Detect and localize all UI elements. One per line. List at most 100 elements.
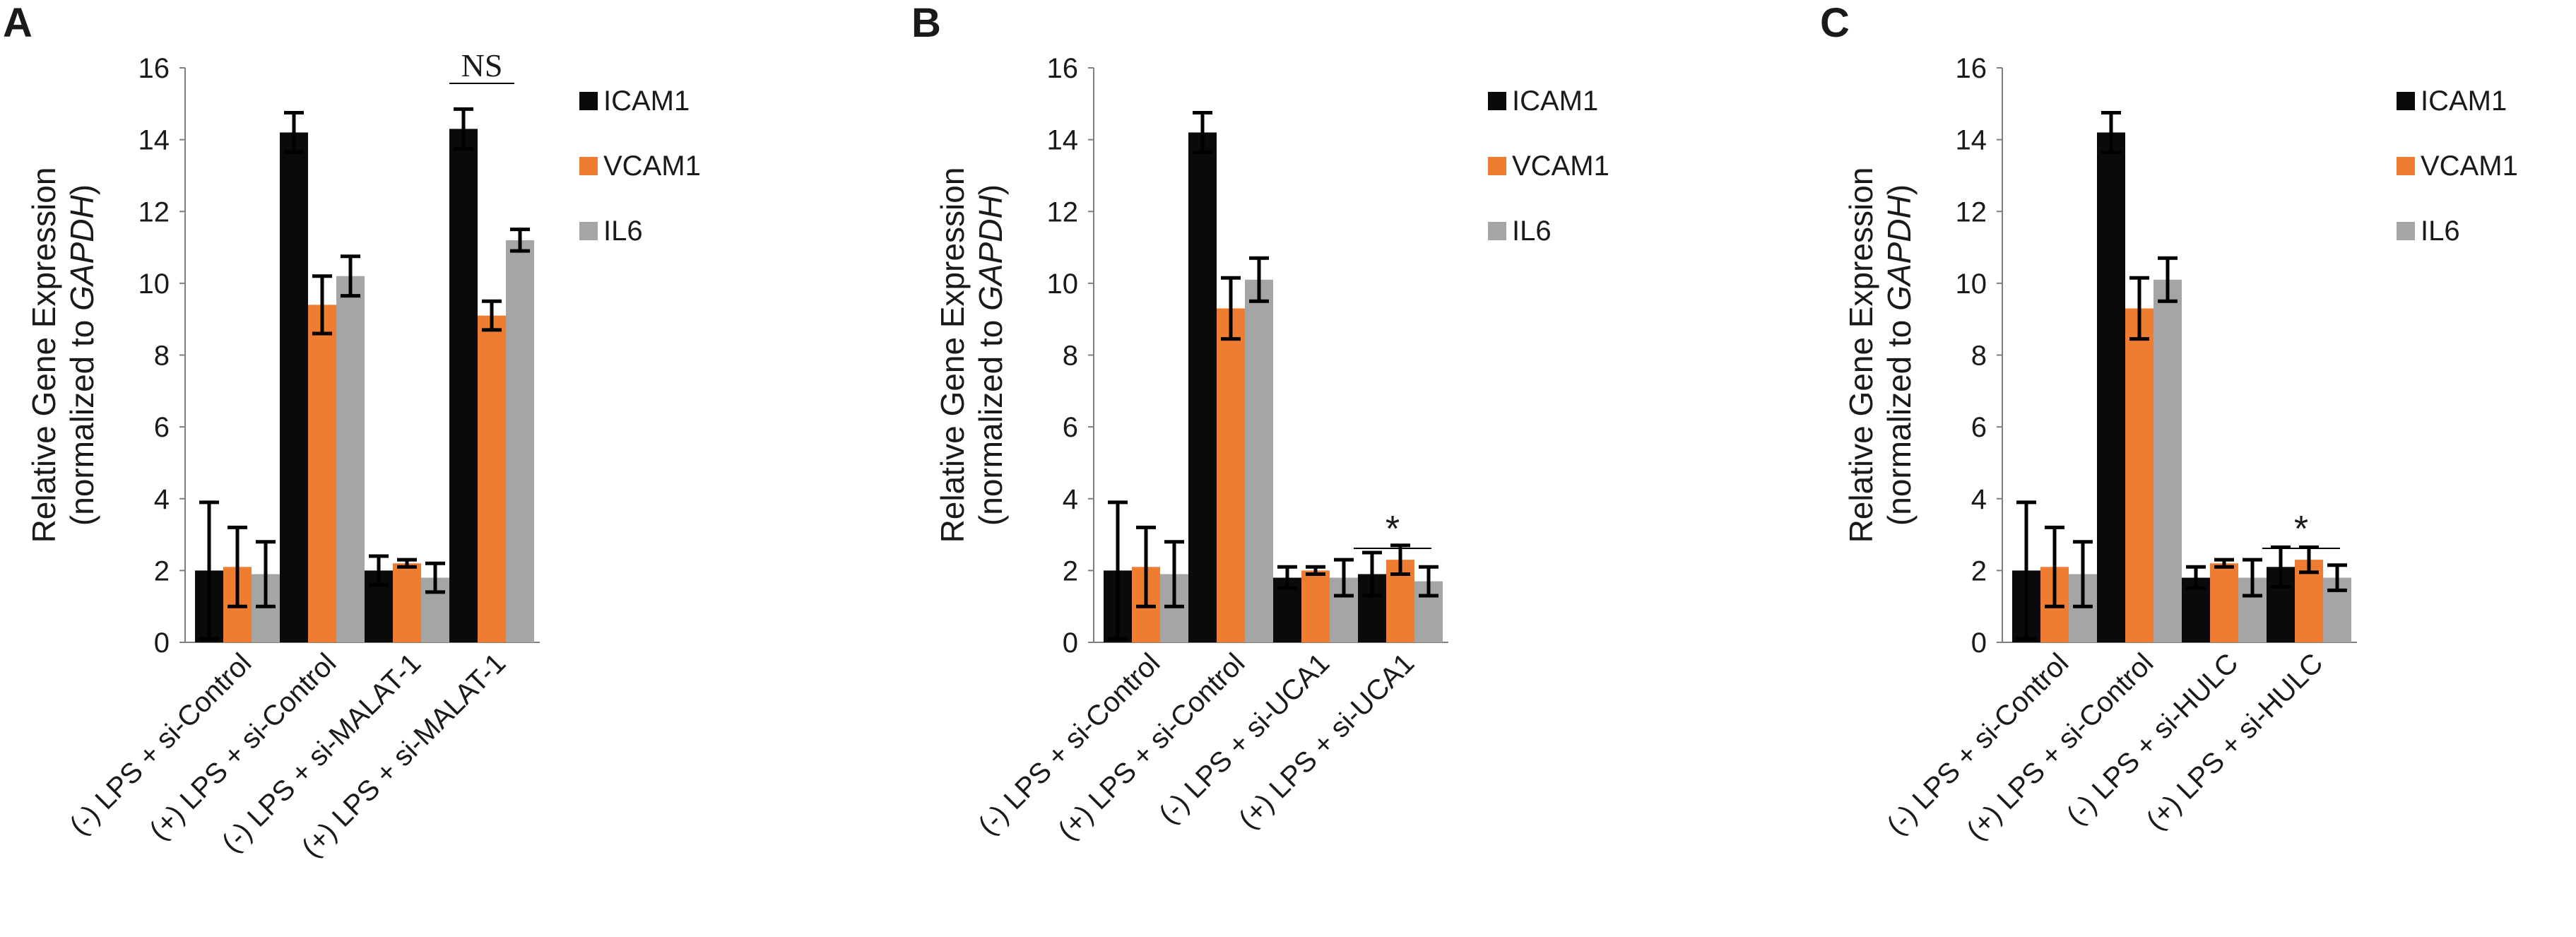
y-tick-label: 6 bbox=[154, 412, 170, 443]
y-axis-label-suffix: ) bbox=[1881, 184, 1918, 195]
y-tick-label: 0 bbox=[1063, 627, 1078, 659]
y-tick-label: 12 bbox=[138, 196, 170, 228]
y-tick-label: 0 bbox=[1971, 627, 1987, 659]
error-bar bbox=[1164, 540, 1184, 608]
chart-panel-a: A Relative Gene Expression(normalized to … bbox=[3, 0, 701, 864]
y-tick-label: 0 bbox=[154, 627, 170, 659]
y-tick-label: 2 bbox=[1971, 555, 1987, 587]
error-bar bbox=[482, 299, 502, 332]
error-bar bbox=[341, 254, 360, 298]
error-bar bbox=[2299, 545, 2319, 574]
bar-il6 bbox=[1245, 279, 1273, 642]
error-bar bbox=[2327, 563, 2347, 592]
y-axis-label-gene: GAPDH bbox=[1881, 194, 1918, 310]
error-bar bbox=[2158, 256, 2178, 303]
bar-vcam1 bbox=[478, 315, 506, 642]
bar-vcam1 bbox=[1301, 570, 1330, 642]
legend-swatch-il6 bbox=[2397, 222, 2415, 240]
bar-vcam1 bbox=[1217, 308, 1245, 642]
error-bar bbox=[2101, 111, 2121, 154]
chart-panel-b: B Relative Gene Expression(normalized to … bbox=[911, 0, 1609, 846]
error-bar bbox=[228, 525, 247, 608]
panel-letter: B bbox=[911, 0, 941, 46]
y-tick-label: 10 bbox=[1047, 269, 1079, 300]
bar-il6 bbox=[2153, 279, 2182, 642]
y-tick-label: 4 bbox=[1971, 484, 1987, 515]
legend-label: ICAM1 bbox=[2421, 86, 2507, 117]
y-tick-label: 8 bbox=[1063, 341, 1078, 372]
error-bar bbox=[510, 228, 530, 253]
error-bar bbox=[1334, 558, 1354, 598]
error-bar bbox=[199, 500, 219, 641]
y-axis-label-suffix: ) bbox=[972, 184, 1009, 195]
error-bar bbox=[1193, 111, 1212, 154]
bar-vcam1 bbox=[393, 563, 421, 642]
legend-swatch-vcam1 bbox=[2397, 157, 2415, 175]
error-bar bbox=[397, 558, 417, 569]
error-bar bbox=[2073, 540, 2093, 608]
y-axis-label-suffix: ) bbox=[64, 184, 100, 195]
error-bar bbox=[1221, 276, 1241, 341]
legend-label: IL6 bbox=[1512, 216, 1552, 247]
y-tick-label: 4 bbox=[1063, 484, 1078, 515]
y-axis-label-line2: (normalized to GAPDH) bbox=[64, 184, 100, 526]
error-bar bbox=[1108, 500, 1128, 641]
legend-label: IL6 bbox=[2421, 216, 2460, 247]
error-bar bbox=[369, 554, 389, 587]
y-tick-label: 4 bbox=[154, 484, 170, 515]
y-axis-label-gene: GAPDH bbox=[64, 194, 100, 310]
bar-icam1 bbox=[449, 129, 478, 643]
bar-vcam1 bbox=[2125, 308, 2153, 642]
y-tick-label: 10 bbox=[1956, 269, 1987, 300]
y-tick-label: 2 bbox=[154, 555, 170, 587]
bar-vcam1 bbox=[2210, 563, 2238, 642]
panel-letter: C bbox=[1820, 0, 1850, 46]
legend-label: ICAM1 bbox=[1512, 86, 1598, 117]
error-bar bbox=[312, 274, 332, 336]
y-axis-label-line1: Relative Gene Expression bbox=[1843, 167, 1879, 543]
y-tick-label: 16 bbox=[1956, 53, 1987, 84]
error-bar bbox=[1390, 543, 1410, 576]
error-bar bbox=[256, 540, 276, 608]
legend-swatch-vcam1 bbox=[1488, 157, 1506, 175]
y-axis-label-prefix: (normalized to bbox=[64, 311, 100, 526]
bar-icam1 bbox=[280, 132, 308, 642]
y-tick-label: 6 bbox=[1971, 412, 1987, 443]
y-axis-label: Relative Gene Expression(normalized to G… bbox=[25, 167, 100, 543]
error-bar bbox=[1136, 525, 1156, 608]
y-tick-label: 6 bbox=[1063, 412, 1078, 443]
error-bar bbox=[2016, 500, 2036, 641]
y-axis-label-gene: GAPDH bbox=[972, 194, 1009, 310]
error-bar bbox=[2271, 545, 2291, 589]
y-axis-label: Relative Gene Expression(normalized to G… bbox=[1843, 167, 1918, 543]
error-bar bbox=[454, 107, 473, 151]
error-bar bbox=[1362, 550, 1382, 598]
y-tick-label: 14 bbox=[1956, 125, 1987, 156]
y-tick-label: 12 bbox=[1956, 196, 1987, 228]
y-tick-label: 12 bbox=[1047, 196, 1079, 228]
legend-label: VCAM1 bbox=[1512, 151, 1609, 182]
error-bar bbox=[1277, 565, 1297, 591]
panel-letter: A bbox=[3, 0, 33, 46]
y-axis-label-line1: Relative Gene Expression bbox=[934, 167, 971, 543]
y-tick-label: 2 bbox=[1063, 555, 1078, 587]
error-bar bbox=[2186, 565, 2206, 591]
legend-label: VCAM1 bbox=[2421, 151, 2518, 182]
legend-swatch-icam1 bbox=[1488, 92, 1506, 110]
y-tick-label: 16 bbox=[138, 53, 170, 84]
y-tick-label: 14 bbox=[1047, 125, 1079, 156]
y-axis-label-prefix: (normalized to bbox=[972, 311, 1009, 526]
bar-il6 bbox=[336, 276, 365, 642]
error-bar bbox=[425, 561, 445, 594]
error-bar bbox=[284, 111, 304, 154]
y-axis-label: Relative Gene Expression(normalized to G… bbox=[934, 167, 1009, 543]
error-bar bbox=[1306, 565, 1325, 576]
y-axis-label-line2: (normalized to GAPDH) bbox=[1881, 184, 1918, 526]
y-tick-label: 10 bbox=[138, 269, 170, 300]
annotation-star: * bbox=[1386, 509, 1400, 550]
error-bar bbox=[2243, 558, 2262, 598]
bar-il6 bbox=[506, 240, 534, 642]
error-bar bbox=[2214, 558, 2234, 569]
bar-vcam1 bbox=[308, 305, 336, 642]
